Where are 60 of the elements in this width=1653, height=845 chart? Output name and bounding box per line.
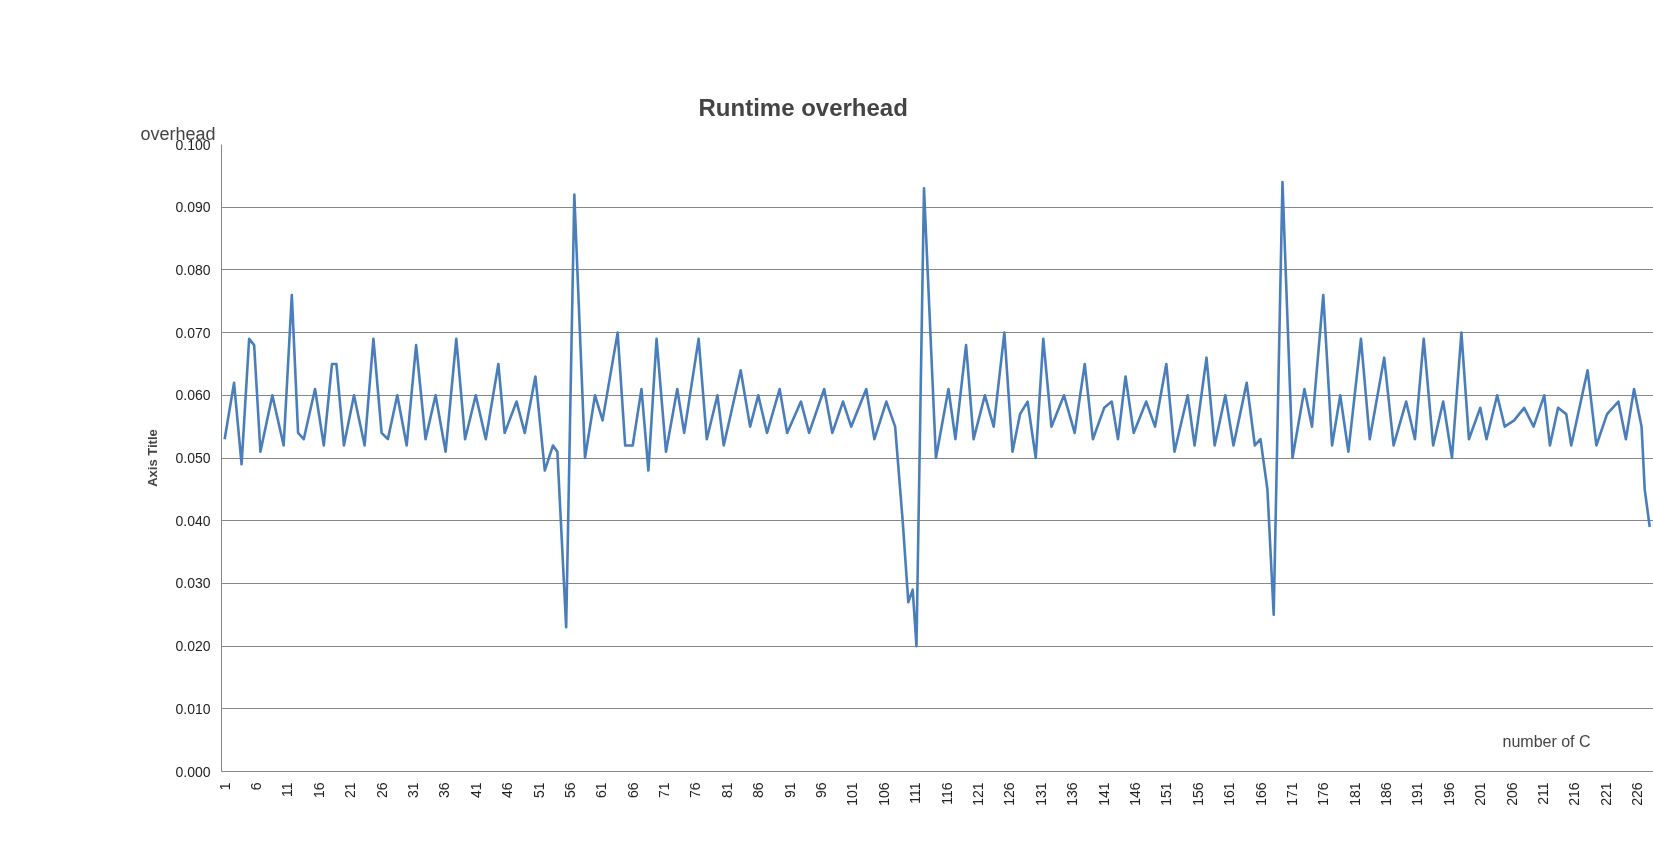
x-tick-label: 16 (310, 782, 327, 799)
x-tick-label: 146 (1126, 782, 1143, 806)
y-tick-label: 0.060 (175, 387, 211, 404)
y-tick-label: 0.070 (175, 324, 211, 341)
x-tick-label: 226 (1629, 782, 1646, 806)
x-tick-label: 121 (969, 782, 986, 806)
x-tick-label: 151 (1158, 782, 1175, 806)
x-tick-label: 51 (530, 782, 547, 799)
x-tick-label: 36 (436, 782, 453, 799)
x-tick-label: 26 (373, 782, 390, 799)
y-tick-label: 0.050 (175, 450, 211, 466)
x-tick-label: 91 (781, 782, 798, 799)
x-tick-label: 126 (1001, 782, 1018, 806)
x-tick-label: 71 (656, 782, 673, 799)
x-tick-label: 6 (248, 782, 265, 791)
x-tick-label: 41 (467, 782, 484, 799)
x-tick-label: 31 (404, 782, 421, 799)
y-axis-title: Axis Title (145, 429, 161, 487)
x-tick-label: 196 (1440, 782, 1457, 806)
x-tick-label: 186 (1378, 782, 1395, 806)
chart-title: Runtime overhead (698, 93, 908, 121)
line-series (223, 180, 1652, 648)
x-tick-label: 116 (938, 782, 955, 805)
x-tick-label: 176 (1315, 782, 1332, 806)
x-axis-title: number of C (1502, 732, 1591, 750)
x-tick-label: 166 (1252, 782, 1269, 806)
y-tick-label: 0.040 (175, 512, 211, 529)
x-tick-label: 11 (279, 782, 296, 798)
x-tick-label: 61 (593, 782, 610, 799)
x-tick-label: 211 (1535, 782, 1552, 805)
x-tick-label: 171 (1283, 782, 1300, 806)
x-tick-label: 76 (687, 782, 704, 799)
x-tick-label: 131 (1032, 782, 1049, 806)
y-tick-label: 0.030 (175, 575, 211, 592)
x-tick-label: 156 (1189, 782, 1206, 806)
x-tick-label: 181 (1346, 782, 1363, 806)
x-tick-label: 86 (750, 782, 767, 799)
y-tick-label: 0.010 (175, 700, 211, 717)
x-tick-label: 221 (1597, 782, 1614, 806)
x-tick-label: 46 (499, 782, 516, 799)
x-tick-label: 96 (813, 782, 830, 799)
y-tick-label: 0.020 (175, 638, 211, 655)
x-tick-label: 1 (216, 782, 233, 791)
y-tick-label: 0.000 (175, 763, 211, 780)
x-tick-label: 206 (1503, 782, 1520, 806)
x-tick-label: 201 (1472, 782, 1489, 806)
x-tick-label: 141 (1095, 782, 1112, 806)
x-tick-label: 56 (561, 782, 578, 799)
x-tick-label: 161 (1221, 782, 1238, 806)
x-tick-label: 111 (907, 782, 924, 804)
x-tick-label: 106 (875, 782, 892, 806)
x-tick-label: 136 (1064, 782, 1081, 806)
y-tick-label: 0.090 (175, 199, 211, 216)
x-tick-label: 66 (624, 782, 641, 799)
x-tick-label: 216 (1566, 782, 1583, 806)
x-tick-label: 81 (718, 782, 735, 799)
y-tick-label: 0.080 (175, 261, 211, 278)
x-tick-label: 101 (844, 782, 861, 806)
x-tick-label: 191 (1409, 782, 1426, 806)
x-tick-label: 21 (342, 782, 359, 799)
